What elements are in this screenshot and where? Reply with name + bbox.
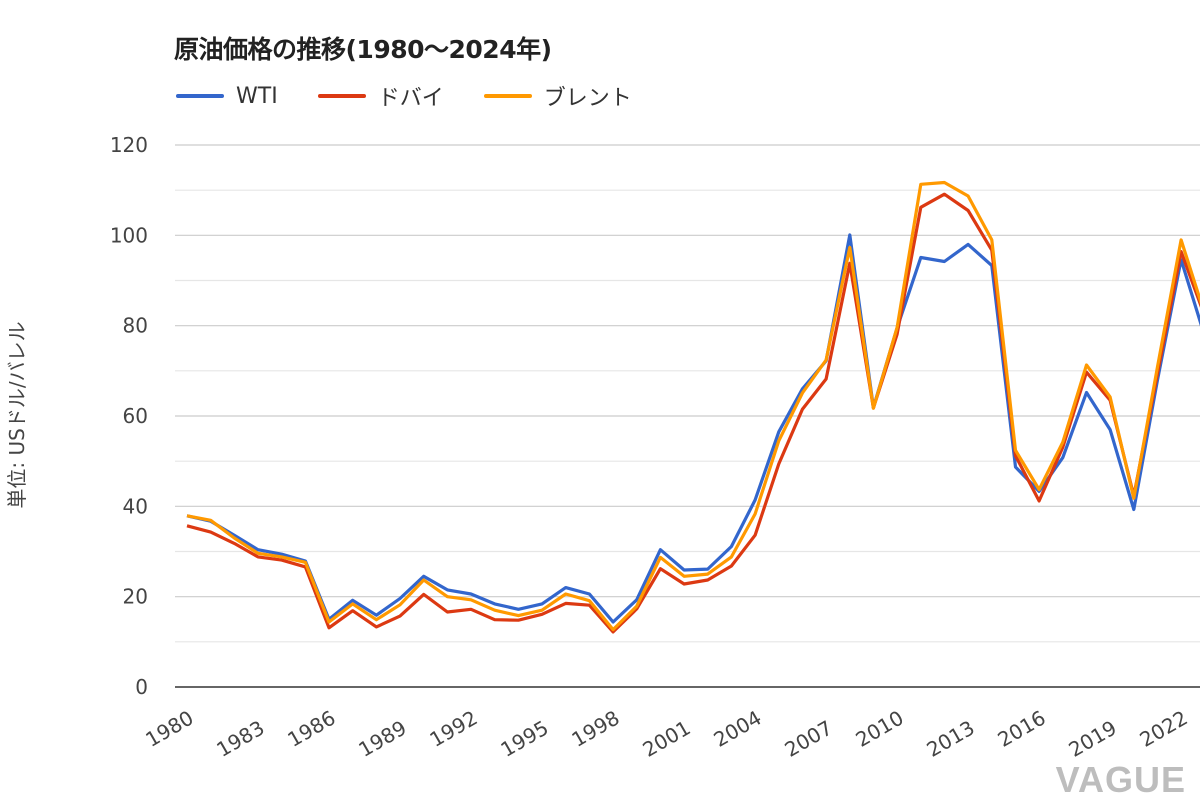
y-tick-label: 40: [123, 494, 148, 518]
x-tick-label: 2004: [709, 706, 765, 752]
x-tick-label: 2010: [852, 706, 908, 752]
chart-title: 原油価格の推移(1980〜2024年): [174, 35, 552, 64]
legend-item-wti: WTI: [176, 80, 278, 112]
series-line-brent: [186, 180, 1200, 632]
series-line-dubai: [186, 192, 1200, 634]
x-tick-label: 2007: [781, 716, 837, 762]
legend-item-dubai: ドバイ: [317, 80, 444, 112]
y-tick-labels: 0 20 40 60 80 100 120: [110, 133, 148, 699]
x-tick-label: 1986: [283, 706, 339, 752]
x-tick-label: 2022: [1136, 706, 1192, 752]
x-tick-labels: 1980 1983 1986 1989 1992 1995 1998 2001 2004 2007…: [141, 706, 1191, 762]
x-tick-label: 1989: [354, 716, 410, 762]
legend-swatch-dubai: [317, 94, 366, 98]
y-tick-label: 120: [110, 133, 148, 157]
x-tick-label: 2016: [994, 706, 1050, 752]
y-tick-label: 20: [123, 585, 148, 609]
gridlines: [175, 144, 1200, 688]
legend-label-dubai: ドバイ: [377, 86, 444, 111]
y-axis-label: 単位: USドル/バレル: [5, 321, 29, 508]
vague-logo-watermark: VAGUE: [1055, 759, 1186, 800]
legend: WTI ドバイ ブレント: [176, 80, 632, 112]
x-tick-label: 2001: [638, 716, 694, 762]
x-tick-label: 2013: [923, 716, 979, 762]
x-tick-label: 1980: [141, 706, 197, 752]
y-tick-label: 60: [123, 404, 148, 428]
series-lines: [186, 180, 1200, 634]
x-tick-label: 2019: [1065, 716, 1121, 762]
y-tick-label: 100: [110, 223, 148, 247]
series-line-wti: [186, 233, 1200, 624]
legend-label-wti: WTI: [236, 83, 278, 109]
legend-swatch-brent: [483, 94, 532, 98]
x-tick-label: 1992: [425, 706, 481, 752]
legend-item-brent: ブレント: [483, 80, 632, 112]
legend-swatch-wti: [176, 94, 224, 98]
y-tick-label: 80: [123, 314, 148, 338]
x-tick-label: 1995: [496, 716, 552, 762]
x-tick-label: 1998: [567, 706, 623, 752]
x-tick-label: 1983: [212, 716, 268, 762]
y-tick-label: 0: [135, 675, 148, 699]
legend-label-brent: ブレント: [543, 86, 632, 111]
